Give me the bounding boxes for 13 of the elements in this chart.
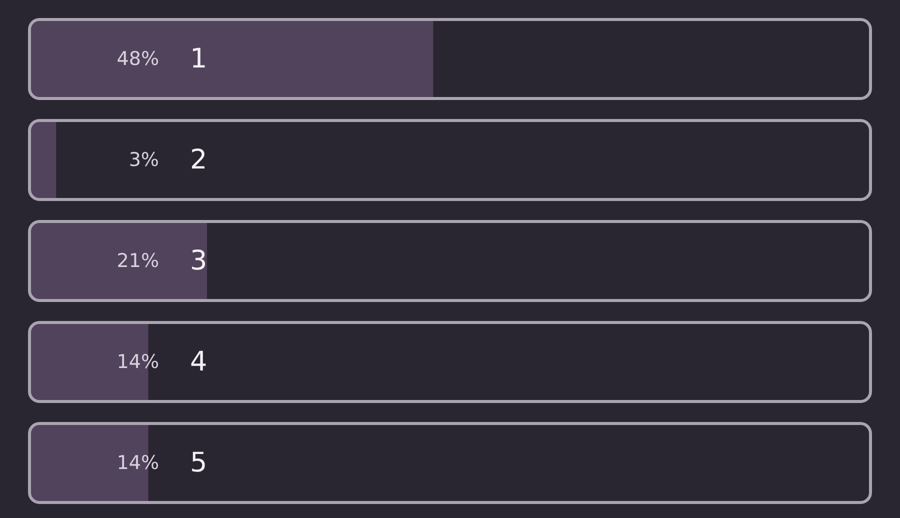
data-label: 3%	[128, 149, 159, 171]
y-tick-label: 4	[190, 346, 208, 378]
y-tick-label: 3	[190, 246, 208, 276]
y-tick-label: 5	[190, 448, 208, 478]
y-tick-label: 2	[190, 144, 208, 176]
bar	[31, 122, 56, 198]
bar	[31, 20, 434, 98]
bar	[31, 222, 207, 300]
data-label: 21%	[116, 250, 159, 272]
y-tick-label: 1	[190, 44, 208, 74]
data-label: 48%	[116, 48, 159, 70]
data-label: 14%	[116, 452, 159, 474]
data-label: 14%	[116, 351, 159, 373]
